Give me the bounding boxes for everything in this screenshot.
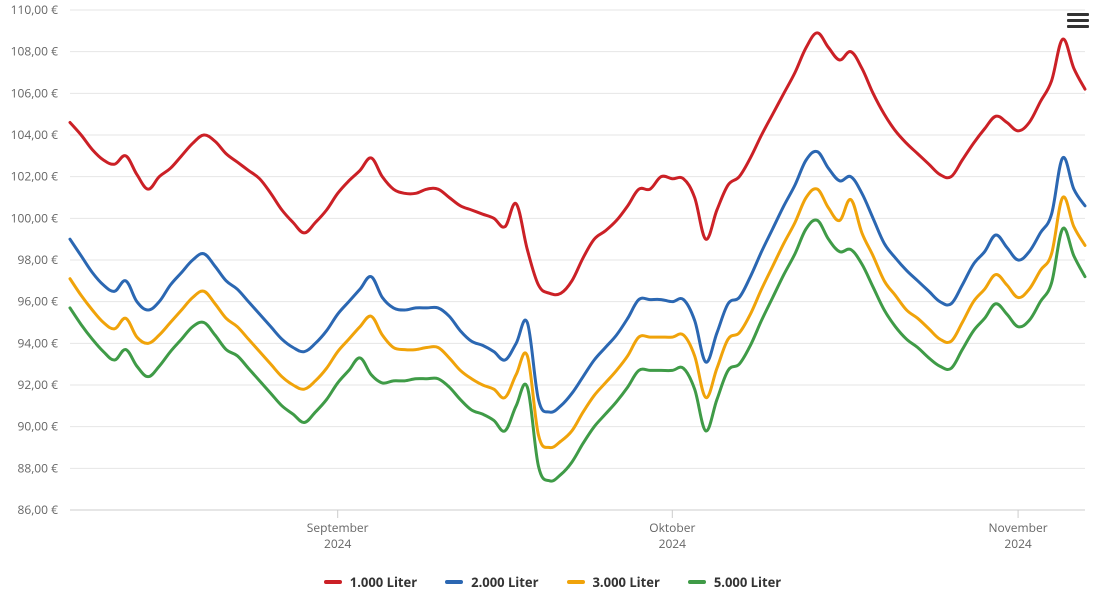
legend-swatch <box>324 580 342 584</box>
legend-item[interactable]: 2.000 Liter <box>445 573 538 591</box>
y-axis-label: 86,00 € <box>17 501 58 518</box>
price-chart: 86,00 € 88,00 € 90,00 € 92,00 € 94,00 € 96,00… <box>0 0 1105 602</box>
y-axis-label: 100,00 € <box>11 209 59 226</box>
x-axis-month: September <box>307 519 369 536</box>
legend-label: 2.000 Liter <box>471 573 538 591</box>
legend-item[interactable]: 3.000 Liter <box>567 573 660 591</box>
legend-swatch <box>567 580 585 584</box>
y-axis-label: 92,00 € <box>17 376 58 393</box>
series-line <box>70 189 1085 448</box>
x-axis-year: 2024 <box>1004 535 1032 552</box>
legend-label: 3.000 Liter <box>593 573 660 591</box>
y-axis-label: 110,00 € <box>11 1 59 18</box>
legend: 1.000 Liter 2.000 Liter 3.000 Liter 5.000 L… <box>0 570 1105 591</box>
series-line <box>70 220 1085 481</box>
chart-menu-icon[interactable] <box>1067 10 1089 30</box>
legend-label: 1.000 Liter <box>350 573 417 591</box>
y-axis-label: 96,00 € <box>17 293 58 310</box>
x-axis-month: November <box>989 519 1048 536</box>
y-axis-label: 88,00 € <box>17 459 58 476</box>
x-axis-year: 2024 <box>324 535 352 552</box>
y-axis-label: 106,00 € <box>11 84 59 101</box>
y-axis-label: 94,00 € <box>17 334 58 351</box>
chart-svg: 86,00 € 88,00 € 90,00 € 92,00 € 94,00 € 96,00… <box>0 0 1105 602</box>
y-axis-label: 98,00 € <box>17 251 58 268</box>
y-axis-label: 108,00 € <box>11 43 59 60</box>
y-axis-label: 90,00 € <box>17 418 58 435</box>
y-axis-label: 104,00 € <box>11 126 59 143</box>
series-line <box>70 151 1085 412</box>
x-axis-year: 2024 <box>659 535 687 552</box>
legend-swatch <box>445 580 463 584</box>
legend-item[interactable]: 5.000 Liter <box>688 573 781 591</box>
legend-swatch <box>688 580 706 584</box>
series-line <box>70 33 1085 295</box>
y-axis-label: 102,00 € <box>11 168 59 185</box>
legend-label: 5.000 Liter <box>714 573 781 591</box>
x-axis-month: Oktober <box>649 519 695 536</box>
legend-item[interactable]: 1.000 Liter <box>324 573 417 591</box>
